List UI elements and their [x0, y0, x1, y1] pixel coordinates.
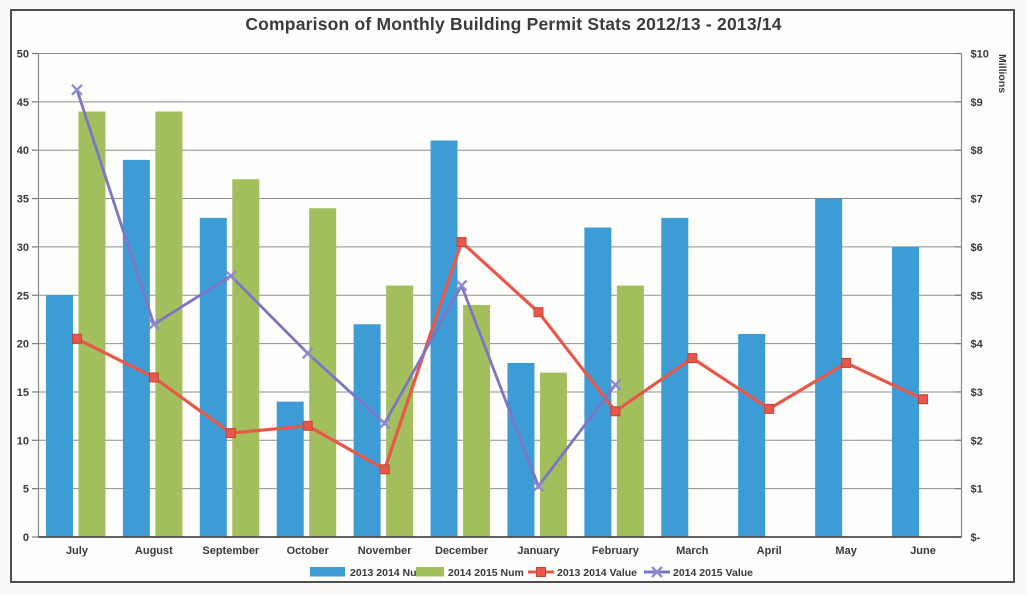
bar-2013-2014-number [738, 333, 766, 537]
legend-x-marker [651, 566, 663, 578]
square-marker [456, 237, 467, 248]
bar-2014-2015-num [232, 179, 260, 537]
x-marker [455, 279, 468, 292]
right-axis-tick-label: $1 [971, 484, 983, 496]
x-marker [609, 378, 622, 391]
right-axis-units-label: Millions [996, 54, 1008, 93]
x-marker [532, 480, 545, 493]
bar-2014-2015-num [155, 111, 183, 538]
bar-2013-2014-number [507, 362, 535, 537]
chart-title: Comparison of Monthly Building Permit St… [245, 14, 782, 34]
left-axis-tick-label: 5 [23, 484, 29, 496]
left-axis-tick-label: 30 [17, 242, 29, 254]
line-2014-2015-value [75, 89, 617, 488]
right-axis-tick-label: $6 [971, 242, 983, 254]
square-marker [71, 333, 82, 344]
right-axis-tick-label: $10 [971, 49, 989, 61]
x-axis-month-label: April [757, 545, 782, 557]
right-axis-tick-label: $4 [971, 339, 984, 351]
bar-2014-2015-num [309, 208, 337, 537]
legend-swatch-blue-bar [310, 567, 345, 577]
right-axis-tick-label: $7 [971, 194, 983, 206]
square-marker [687, 353, 698, 364]
bar-2014-2015-num [463, 304, 491, 537]
legend-swatch-green-bar [416, 567, 444, 577]
left-axis-tick-label: 50 [17, 49, 29, 61]
x-axis-month-label: June [910, 545, 936, 557]
x-marker [148, 318, 160, 331]
bar-2013-2014-number [584, 227, 612, 537]
square-marker [148, 372, 159, 383]
legend-square-marker [536, 567, 546, 577]
left-axis-tick-label: 25 [17, 290, 29, 302]
x-axis-month-label: July [66, 545, 89, 557]
legend-item-label: 2014 2015 Value [673, 567, 753, 579]
square-marker [379, 464, 390, 475]
legend-item-label: 2013 2014 Value [557, 567, 637, 579]
x-axis-month-label: March [676, 545, 709, 557]
square-marker [841, 357, 852, 368]
bar-2013-2014-number [353, 324, 381, 537]
square-marker [533, 307, 544, 318]
left-axis-tick-label: 35 [17, 194, 29, 206]
x-marker [224, 270, 237, 282]
x-axis-month-label: December [435, 545, 489, 557]
left-axis-tick-label: 20 [17, 339, 29, 351]
left-axis-tick-label: 45 [17, 97, 29, 109]
bar-2014-2015-num [78, 111, 106, 538]
x-axis-month-label: February [592, 545, 640, 557]
right-axis-tick-label: $2 [971, 435, 983, 447]
bar-2014-2015-num [616, 285, 644, 537]
x-marker [301, 347, 314, 360]
x-marker [71, 83, 83, 96]
x-axis-month-label: October [287, 545, 330, 557]
square-marker [302, 420, 313, 431]
left-axis-tick-label: 40 [17, 145, 29, 157]
x-axis-month-label: August [135, 545, 173, 557]
line-2013-2014-value [76, 240, 924, 471]
bar-2013-2014-number [199, 217, 227, 537]
legend-item-label: 2014 2015 Num [448, 567, 524, 579]
x-axis-month-label: January [517, 545, 560, 557]
square-marker [225, 428, 236, 439]
x-axis-month-label: November [358, 545, 413, 557]
bar-2013-2014-number [45, 295, 73, 537]
square-marker [918, 394, 929, 405]
left-axis-tick-label: 0 [23, 532, 29, 544]
right-axis-tick-label: $3 [971, 387, 983, 399]
bar-2013-2014-number [122, 159, 150, 537]
square-marker [610, 406, 621, 417]
x-marker [378, 417, 391, 430]
right-axis-tick-label: $5 [971, 290, 983, 302]
left-axis-tick-label: 10 [17, 435, 29, 447]
bar-2013-2014-number [276, 401, 304, 537]
square-marker [764, 403, 775, 414]
x-axis-month-label: September [202, 545, 260, 557]
left-axis-tick-label: 15 [17, 387, 29, 399]
x-axis-month-label: May [835, 545, 857, 557]
right-axis-tick-label: $9 [971, 97, 983, 109]
right-axis-tick-label: $- [971, 532, 981, 544]
right-axis-tick-label: $8 [971, 145, 983, 157]
bar-2013-2014-number [430, 140, 458, 537]
